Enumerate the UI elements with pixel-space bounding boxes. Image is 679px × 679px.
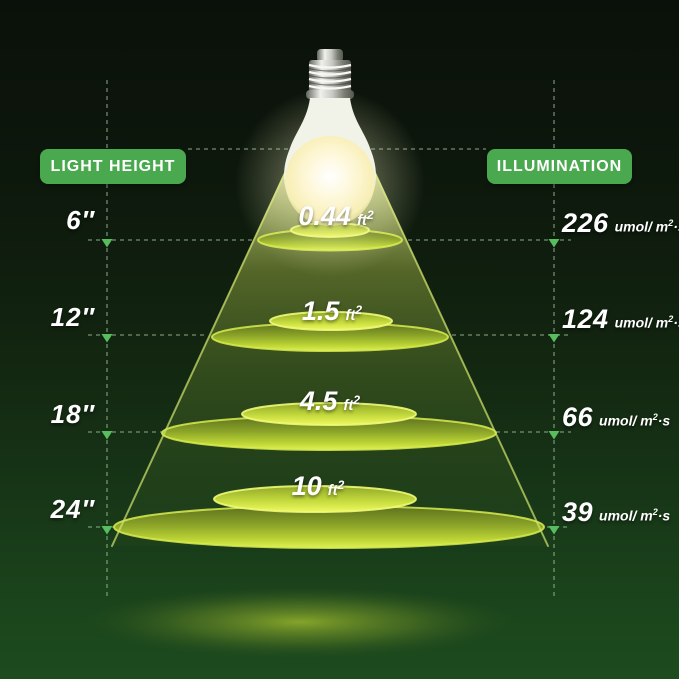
illumination-unit: umol/ m2·s <box>599 412 671 429</box>
triangle-down-icon <box>548 239 560 248</box>
height-label-12in: 12″ <box>50 302 95 332</box>
illumination-row-6in: 226 umol/ m2·s <box>562 208 679 239</box>
triangle-down-icon <box>101 431 113 440</box>
height-label-24in: 24″ <box>50 494 95 524</box>
area-label-18in: 4.5 ft2 <box>300 386 360 417</box>
illumination-unit: umol/ m2·s <box>614 218 679 235</box>
bulb-glow <box>285 136 375 226</box>
illumination-value: 226 <box>562 208 609 238</box>
area-value: 10 <box>291 471 322 501</box>
illumination-unit: umol/ m2·s <box>599 507 671 524</box>
floor-glow <box>85 586 515 658</box>
area-label-24in: 10 ft2 <box>292 471 345 502</box>
triangle-down-icon <box>548 334 560 343</box>
illumination-value: 66 <box>562 402 594 432</box>
led-bulb-icon <box>235 49 425 278</box>
triangle-down-icon <box>101 239 113 248</box>
area-unit: ft2 <box>327 478 345 499</box>
height-label-18in: 18″ <box>50 399 95 429</box>
area-label-12in: 1.5 ft2 <box>302 296 362 327</box>
coverage-pool-12in <box>211 311 449 352</box>
area-label-6in: 0.44 ft2 <box>298 201 373 232</box>
area-unit: ft2 <box>345 303 363 324</box>
illumination-badge-label: ILLUMINATION <box>496 157 623 175</box>
level-marker-arrows <box>101 239 560 535</box>
illumination-badge: ILLUMINATION <box>487 149 632 184</box>
illumination-row-18in: 66 umol/ m2·s <box>562 402 670 433</box>
height-label-6in: 6″ <box>66 205 95 235</box>
triangle-down-icon <box>101 334 113 343</box>
coverage-pool-24in <box>113 485 545 549</box>
illumination-row-12in: 124 umol/ m2·s <box>562 304 679 335</box>
coverage-pool-18in <box>161 402 497 451</box>
illumination-value: 39 <box>562 497 594 527</box>
area-unit: ft2 <box>343 393 361 414</box>
triangle-down-icon <box>101 526 113 535</box>
triangle-down-icon <box>548 431 560 440</box>
area-value: 1.5 <box>301 296 340 326</box>
area-unit: ft2 <box>356 208 374 229</box>
illumination-unit: umol/ m2·s <box>614 314 679 331</box>
light-height-badge: LIGHT HEIGHT <box>40 149 186 184</box>
light-height-badge-label: LIGHT HEIGHT <box>50 157 176 175</box>
illumination-value: 124 <box>562 304 609 334</box>
area-value: 0.44 <box>298 201 351 231</box>
illumination-row-24in: 39 umol/ m2·s <box>562 497 670 528</box>
area-value: 4.5 <box>299 386 338 416</box>
triangle-down-icon <box>548 526 560 535</box>
